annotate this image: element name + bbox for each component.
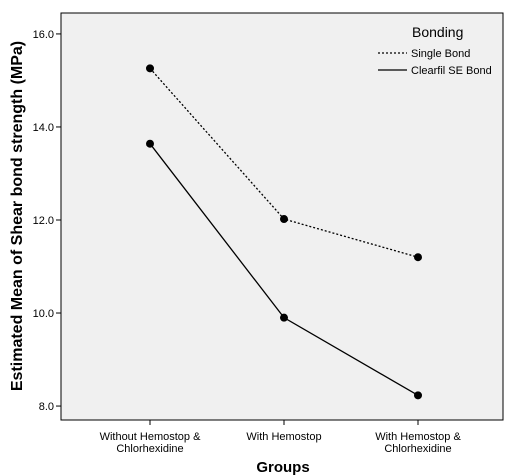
data-point-clearfil-se-bond-0	[146, 139, 154, 148]
data-point-clearfil-se-bond-1	[280, 313, 288, 322]
data-point-single-bond-1	[280, 215, 288, 224]
y-tick-label-4: 16.0	[33, 29, 54, 41]
y-tick-label-3: 14.0	[33, 122, 54, 134]
legend-title: Bonding	[412, 24, 463, 40]
y-tick-label-0: 8.0	[39, 401, 54, 413]
x-tick-label-0-line-0: Without Hemostop &	[100, 431, 202, 443]
x-tick-label-2-line-1: Chlorhexidine	[384, 443, 451, 455]
y-axis-ticks: 8.0 10.0 12.0 14.0 16.0	[33, 29, 61, 413]
legend-item-single-bond: Single Bond	[378, 48, 470, 60]
x-tick-label-2-line-0: With Hemostop &	[375, 431, 461, 443]
legend-item-clearfil-se-bond: Clearfil SE Bond	[378, 65, 492, 77]
y-axis-label: Estimated Mean of Shear bond strength (M…	[9, 41, 26, 391]
series-layer	[146, 64, 422, 400]
data-point-clearfil-se-bond-2	[414, 391, 422, 400]
y-tick-label-2: 12.0	[33, 215, 54, 227]
legend-label-clearfil-se-bond: Clearfil SE Bond	[411, 65, 492, 77]
data-point-single-bond-2	[414, 253, 422, 262]
x-tick-label-1-line-0: With Hemostop	[246, 431, 321, 443]
legend-label-single-bond: Single Bond	[411, 48, 470, 60]
x-tick-label-0-line-1: Chlorhexidine	[116, 443, 183, 455]
data-point-single-bond-0	[146, 64, 154, 73]
x-tick-label-0: Without Hemostop & Chlorhexidine	[100, 431, 202, 455]
x-axis-label: Groups	[256, 459, 309, 475]
y-tick-label-1: 10.0	[33, 308, 54, 320]
x-tick-label-2: With Hemostop & Chlorhexidine	[375, 431, 461, 455]
x-tick-label-1: With Hemostop	[246, 431, 321, 443]
legend: Bonding Single Bond Clearfil SE Bond	[378, 24, 492, 77]
